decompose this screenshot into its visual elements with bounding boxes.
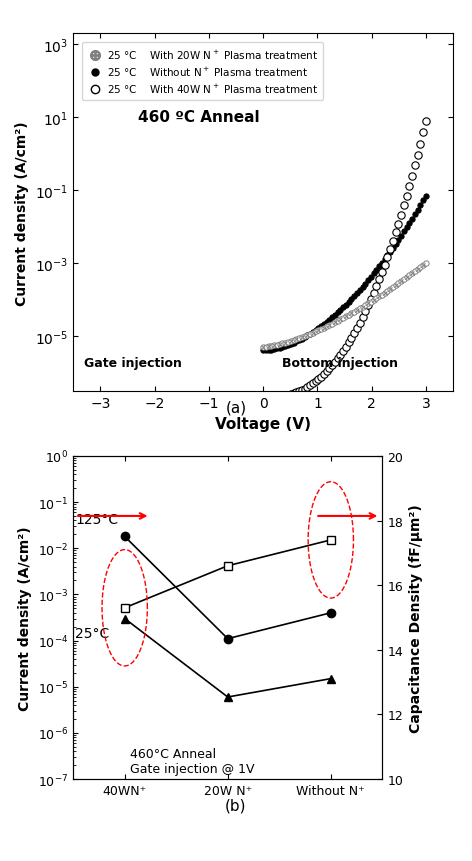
Text: 25°C: 25°C bbox=[75, 626, 110, 641]
Text: 460 ºC Anneal: 460 ºC Anneal bbox=[138, 109, 260, 125]
Text: Gate injection: Gate injection bbox=[84, 356, 182, 369]
Text: 125°C: 125°C bbox=[75, 512, 118, 526]
X-axis label: Voltage (V): Voltage (V) bbox=[215, 416, 311, 431]
Y-axis label: Current density (A/cm²): Current density (A/cm²) bbox=[18, 525, 33, 710]
Legend: 25 °C    With 20W N$^+$ Plasma treatment, 25 °C    Without N$^+$ Plasma treatmen: 25 °C With 20W N$^+$ Plasma treatment, 2… bbox=[82, 43, 323, 102]
Y-axis label: Current density (A/cm²): Current density (A/cm²) bbox=[16, 121, 29, 306]
Text: (a): (a) bbox=[226, 400, 246, 414]
Text: Bottom injection: Bottom injection bbox=[282, 356, 398, 369]
Text: (b): (b) bbox=[225, 797, 247, 812]
Text: 460°C Anneal
Gate injection @ 1V: 460°C Anneal Gate injection @ 1V bbox=[130, 747, 254, 776]
Y-axis label: Capacitance Density (fF/μm²): Capacitance Density (fF/μm²) bbox=[409, 504, 422, 732]
